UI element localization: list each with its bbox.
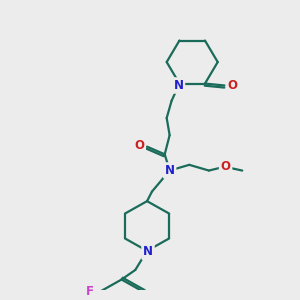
Text: O: O	[220, 160, 231, 173]
Text: N: N	[165, 164, 175, 177]
Text: O: O	[227, 79, 237, 92]
Text: O: O	[134, 139, 144, 152]
Text: N: N	[143, 245, 153, 258]
Text: N: N	[173, 79, 184, 92]
Text: F: F	[85, 284, 94, 298]
